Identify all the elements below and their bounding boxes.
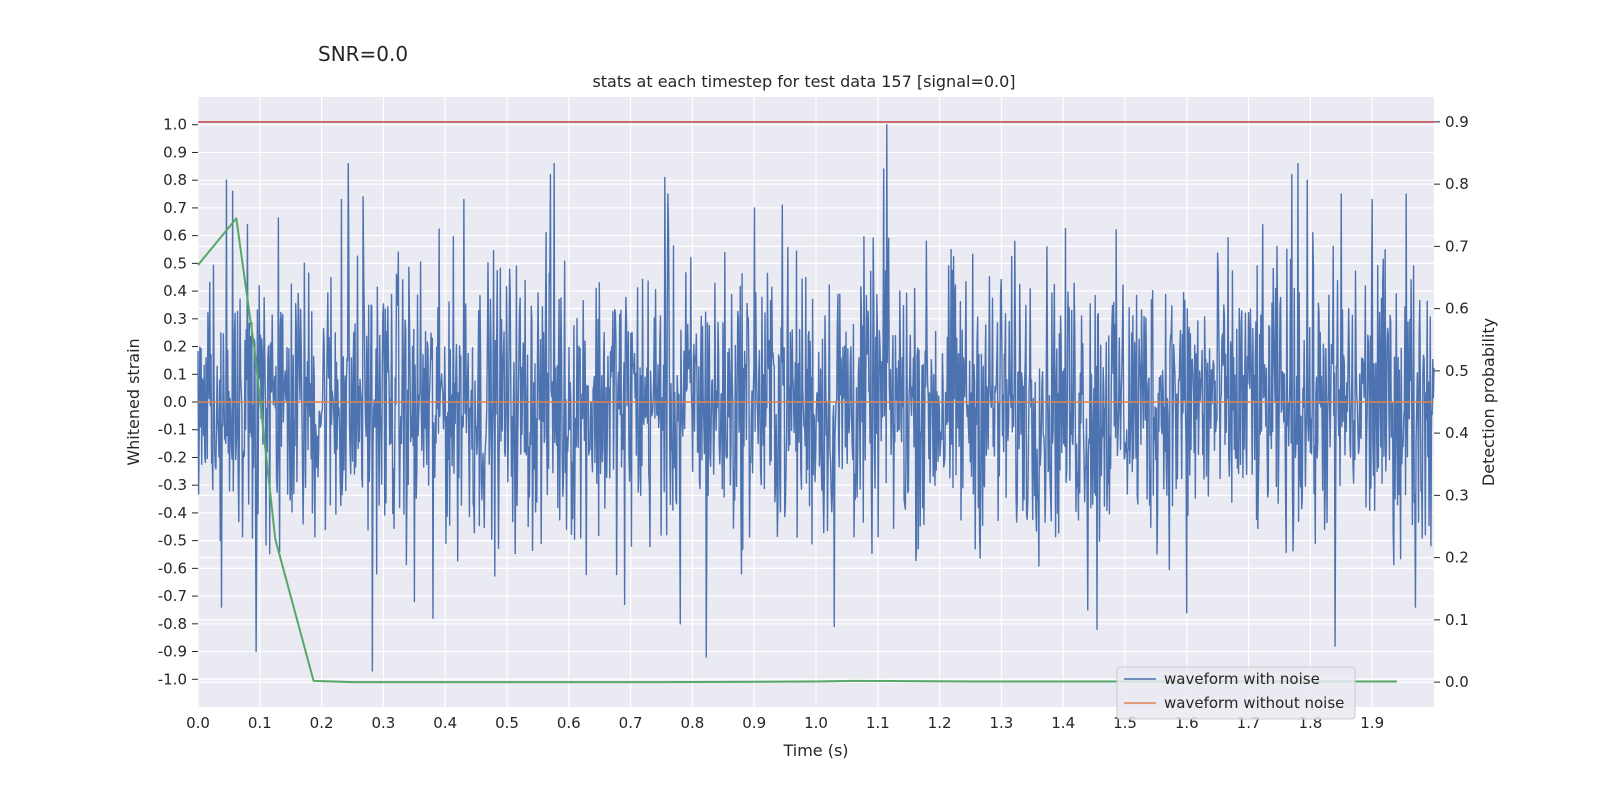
series-waveform-with-noise [197,124,1435,672]
x-tick-label: 0.2 [310,714,334,732]
noise-line [197,124,1435,672]
y-tick-label: -0.9 [158,643,187,661]
y-tick-label: 0.5 [163,254,187,272]
y-tick-label: -0.6 [158,559,187,577]
y-right-tick-label: 0.4 [1445,424,1469,442]
x-tick-label: 0.7 [619,714,643,732]
y-tick-label: -0.1 [158,421,187,439]
y-tick-label: 0.8 [163,171,187,189]
legend-frame [1116,666,1356,720]
chart-title: stats at each timestep for test data 157… [592,72,1015,91]
x-tick-label: 1.3 [989,714,1013,732]
y-tick-label: 0.9 [163,143,187,161]
detection-line [197,217,1397,684]
y-right-tick-label: 0.2 [1445,549,1469,567]
y-tick-label: -0.4 [158,504,187,522]
y-right-tick-label: 0.3 [1445,486,1469,504]
y-tick-label: 0.7 [163,199,187,217]
y-tick-label: 0.6 [163,227,187,245]
y-tick-label: -0.7 [158,587,187,605]
y-axis-right-label: Detection probability [1479,318,1498,486]
x-tick-label: 0.5 [495,714,519,732]
y-axis-left-ticks: 1.0 0.9 0.8 0.7 0.6 0.5 0.4 0.3 0.2 0.1 0.0 -0.1 -0.… [158,116,198,688]
x-tick-label: 1.9 [1360,714,1384,732]
y-tick-label: -0.2 [158,448,187,466]
x-tick-label: 0.6 [557,714,581,732]
y-axis-right-ticks: 0.9 0.8 0.7 0.6 0.5 0.4 0.3 0.2 0.1 0.0 [1434,113,1469,691]
y-right-tick-label: 0.8 [1445,175,1469,193]
y-tick-label: 0.4 [163,282,187,300]
y-tick-label: 0.1 [163,365,187,383]
x-tick-label: 0.4 [433,714,457,732]
x-tick-label: 0.1 [248,714,272,732]
y-right-tick-label: 0.9 [1445,113,1469,131]
y-right-tick-label: 0.7 [1445,237,1469,255]
x-tick-label: 1.1 [866,714,890,732]
y-tick-label: 0.3 [163,310,187,328]
y-tick-label: 0.0 [163,393,187,411]
chart-suptitle: SNR=0.0 [318,42,408,66]
x-tick-label: 0.9 [742,714,766,732]
y-right-tick-label: 0.6 [1445,300,1469,318]
x-tick-label: 0.8 [680,714,704,732]
y-tick-label: -0.5 [158,532,187,550]
y-tick-label: -1.0 [158,670,187,688]
legend-label-clean: waveform without noise [1164,694,1344,712]
x-tick-label: 0.0 [186,714,210,732]
y-right-tick-label: 0.0 [1445,673,1469,691]
x-tick-label: 1.4 [1051,714,1075,732]
legend-label-noise: waveform with noise [1164,670,1320,688]
y-tick-label: -0.8 [158,615,187,633]
series-detection-probability [197,217,1397,684]
y-tick-label: 0.2 [163,338,187,356]
legend: waveform with noise waveform without noi… [1116,666,1356,720]
x-tick-label: 0.3 [371,714,395,732]
x-axis-ticks: 0.0 0.1 0.2 0.3 0.4 0.5 0.6 0.7 0.8 0.9 1.0 1.1 1.2 1… [186,714,1384,732]
y-right-tick-label: 0.5 [1445,362,1469,380]
y-right-tick-label: 0.1 [1445,611,1469,629]
y-axis-label: Whitened strain [124,338,143,465]
x-tick-label: 1.2 [928,714,952,732]
y-tick-label: 1.0 [163,116,187,134]
y-tick-label: -0.3 [158,476,187,494]
x-tick-label: 1.0 [804,714,828,732]
x-axis-label: Time (s) [782,741,848,760]
